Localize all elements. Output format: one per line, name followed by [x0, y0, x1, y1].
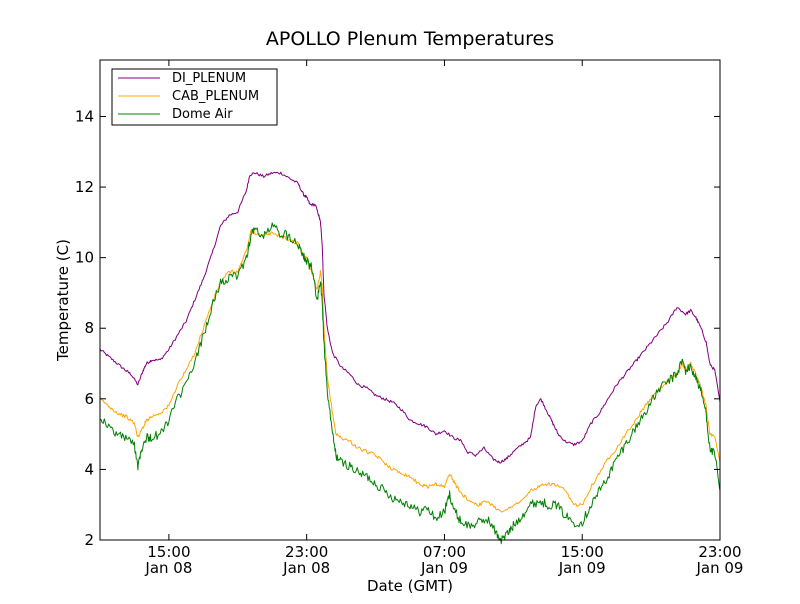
- x-tick-label-date: Jan 09: [420, 559, 468, 577]
- x-tick-label-time: 23:00: [285, 543, 328, 561]
- y-axis-label: Temperature (C): [54, 239, 72, 362]
- y-tick-label: 6: [84, 390, 94, 408]
- y-tick-label: 2: [84, 531, 94, 549]
- x-tick-label-date: Jan 09: [558, 559, 606, 577]
- legend-label-cab-plenum: CAB_PLENUM: [172, 89, 259, 104]
- series-line-dome-air: [99, 222, 721, 545]
- x-axis-label: Date (GMT): [367, 577, 453, 595]
- y-tick-label: 10: [75, 249, 94, 267]
- x-tick-label-date: Jan 08: [144, 559, 192, 577]
- y-tick-label: 12: [75, 178, 94, 196]
- x-tick-label-date: Jan 09: [696, 559, 744, 577]
- x-tick-label-time: 23:00: [698, 543, 741, 561]
- x-tick-label-time: 15:00: [147, 543, 190, 561]
- legend-label-dome-air: Dome Air: [172, 107, 233, 122]
- x-tick-label-date: Jan 08: [282, 559, 330, 577]
- legend: DI_PLENUM CAB_PLENUM Dome Air: [111, 68, 278, 126]
- y-tick-label: 4: [84, 460, 94, 478]
- series-line-cab-plenum: [99, 228, 721, 513]
- x-tick-label-time: 07:00: [423, 543, 466, 561]
- series-group: [99, 171, 721, 545]
- series-line-di-plenum: [99, 171, 721, 464]
- x-tick-label-time: 15:00: [561, 543, 604, 561]
- chart-title: APOLLO Plenum Temperatures: [266, 28, 554, 50]
- y-tick-label: 8: [84, 319, 94, 337]
- legend-label-di-plenum: DI_PLENUM: [172, 71, 246, 86]
- plot-frame: [99, 59, 721, 541]
- y-tick-label: 14: [75, 107, 94, 125]
